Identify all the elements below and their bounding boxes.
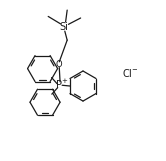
Text: O: O: [56, 60, 63, 69]
Text: P: P: [56, 80, 62, 90]
Text: +: +: [61, 78, 67, 84]
Text: Si: Si: [60, 22, 68, 32]
Text: Cl$^{-}$: Cl$^{-}$: [122, 67, 139, 79]
